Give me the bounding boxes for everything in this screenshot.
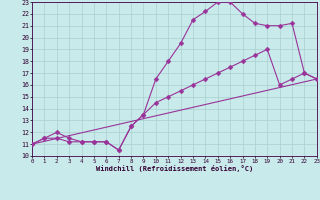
X-axis label: Windchill (Refroidissement éolien,°C): Windchill (Refroidissement éolien,°C) (96, 165, 253, 172)
